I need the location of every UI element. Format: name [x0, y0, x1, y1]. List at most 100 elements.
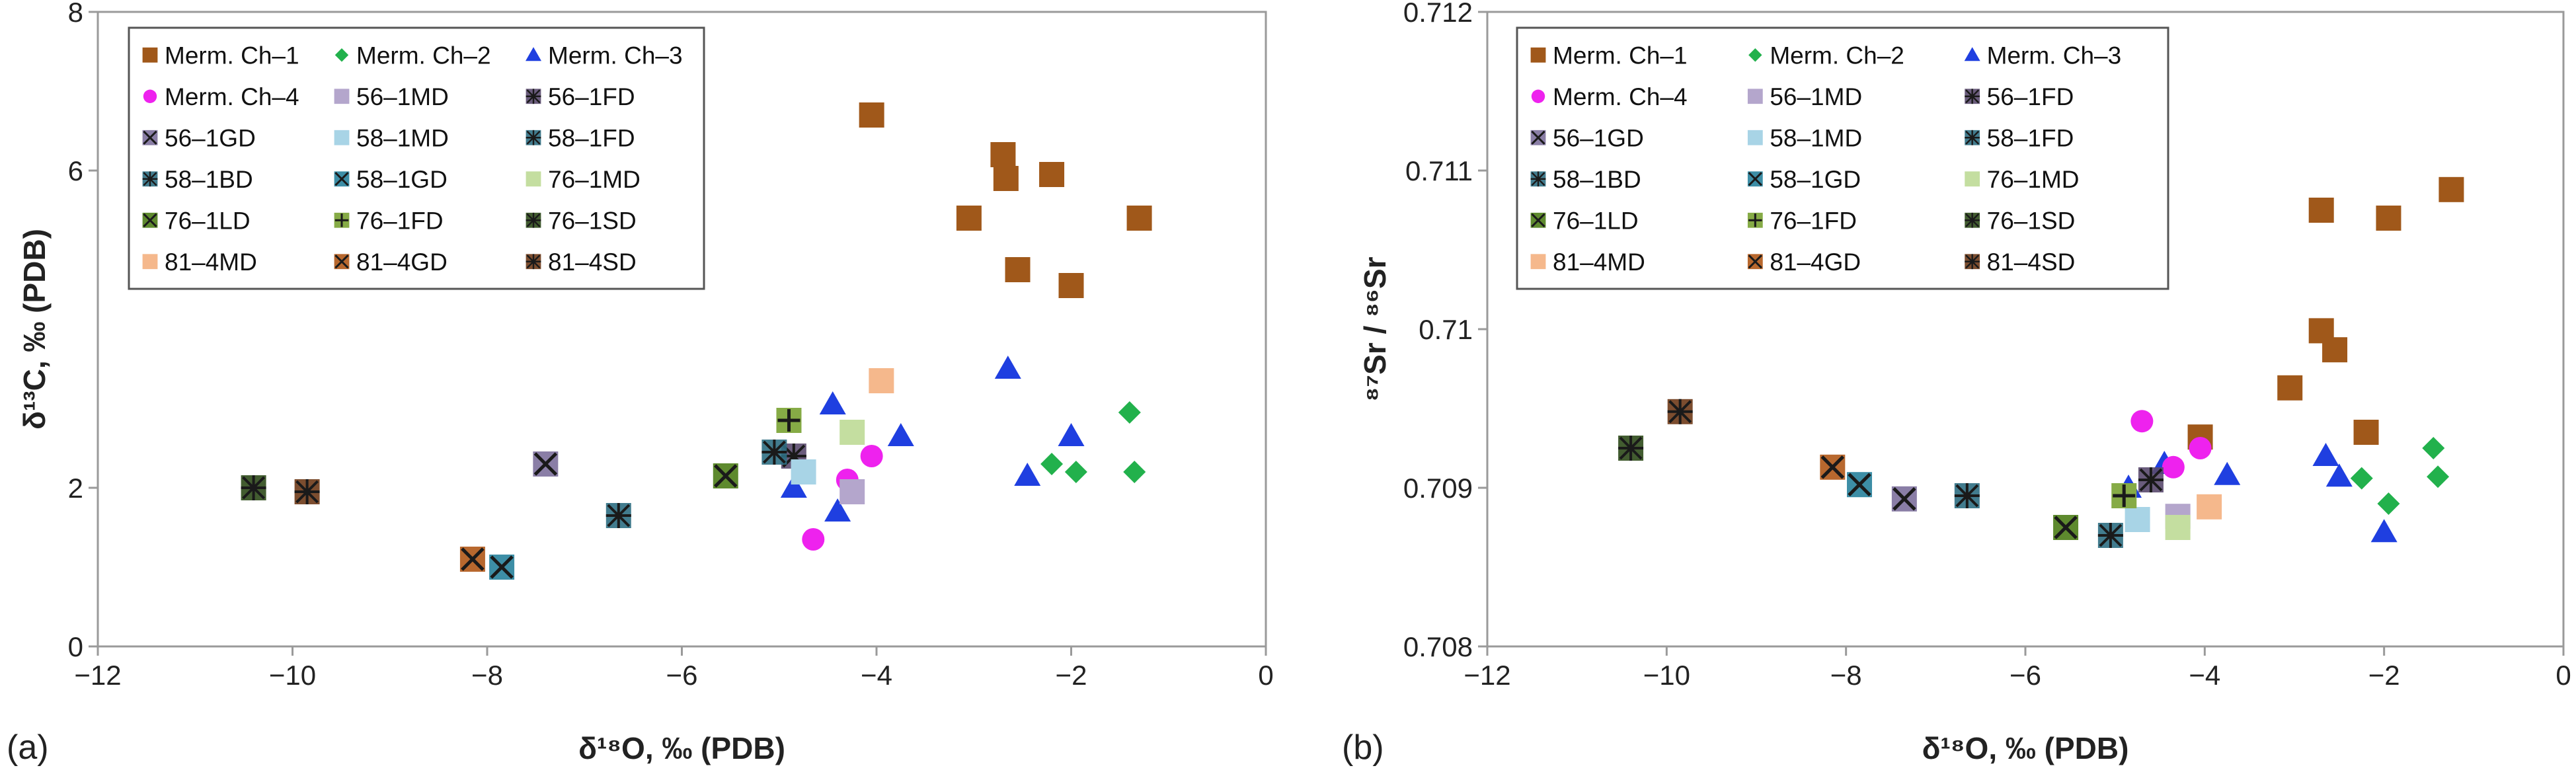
legend-box — [1516, 26, 2169, 290]
point-58-1md — [791, 459, 816, 484]
legend-label: Merm. Ch–3 — [548, 42, 683, 69]
legend-item: 76–1SD — [1965, 207, 2075, 234]
x-tick-label: −2 — [1056, 660, 1087, 691]
legend-marker-56-1md — [1747, 89, 1763, 104]
legend-item: Merm. Ch–3 — [1964, 42, 2122, 69]
panel-label: (a) — [7, 728, 49, 767]
legend-marker-76-1ld — [142, 212, 158, 228]
legend-item: 56–1GD — [1530, 124, 1644, 151]
panel-label: (b) — [1342, 728, 1384, 767]
point-merm-ch-4 — [802, 528, 825, 551]
legend-marker-56-1fd — [1965, 89, 1980, 104]
x-tick-label: −2 — [2368, 660, 2400, 691]
x-tick-label: −10 — [1643, 660, 1690, 691]
point-81-4md — [869, 368, 894, 393]
legend-marker-76-1md — [526, 171, 541, 187]
legend-item: 58–1MD — [334, 124, 449, 151]
point-merm-ch-1 — [2308, 198, 2334, 223]
legend-label: Merm. Ch–4 — [1553, 83, 1688, 110]
x-tick-label: 0 — [2556, 660, 2571, 691]
legend-item: 58–1FD — [526, 124, 635, 151]
point-merm-ch-2 — [1064, 461, 1087, 483]
legend-label: 58–1MD — [1770, 124, 1862, 151]
legend-label: 56–1MD — [356, 83, 449, 110]
point-58-1bd — [605, 503, 631, 528]
legend-marker-81-4gd — [334, 254, 350, 270]
legend-label: 76–1MD — [548, 166, 641, 193]
legend-marker-81-4gd — [1747, 254, 1763, 270]
legend-item: 56–1FD — [1965, 83, 2074, 110]
legend-item: Merm. Ch–1 — [1530, 42, 1688, 69]
legend-marker-58-1bd — [142, 171, 158, 187]
point-merm-ch-1 — [990, 142, 1016, 167]
legend-item: Merm. Ch–4 — [143, 83, 299, 110]
legend-marker-81-4md — [142, 254, 158, 270]
legend-marker-58-1md — [1747, 130, 1763, 145]
point-56-1gd — [533, 451, 559, 477]
legend-item: Merm. Ch–2 — [1748, 42, 1904, 69]
legend-item: 58–1MD — [1747, 124, 1862, 151]
legend-label: 58–1BD — [165, 166, 253, 193]
point-merm-ch-1 — [2322, 337, 2348, 363]
legend-marker-56-1gd — [1530, 130, 1546, 145]
legend-label: 76–1SD — [548, 207, 637, 234]
point-merm-ch-2 — [2350, 467, 2373, 490]
legend-box — [128, 26, 705, 290]
legend-label: Merm. Ch–2 — [1770, 42, 1904, 69]
x-tick-label: −4 — [861, 660, 892, 691]
point-merm-ch-1 — [859, 102, 884, 128]
legend-item: 58–1FD — [1965, 124, 2074, 151]
legend-label: Merm. Ch–3 — [1987, 42, 2122, 69]
point-merm-ch-3 — [780, 475, 807, 498]
point-merm-ch-1 — [1058, 273, 1084, 298]
point-merm-ch-3 — [2370, 519, 2398, 543]
y-tick-label: 6 — [68, 155, 83, 186]
legend-item: 58–1BD — [1530, 166, 1641, 193]
legend-label: Merm. Ch–1 — [165, 42, 299, 69]
legend-marker-81-4sd — [526, 254, 541, 270]
legend-label: 76–1FD — [1770, 207, 1857, 234]
point-81-4sd — [294, 479, 320, 504]
point-76-1md — [839, 420, 865, 445]
legend-marker-58-1md — [334, 130, 350, 145]
point-76-1md — [2165, 515, 2191, 540]
y-tick-label: 0 — [68, 631, 83, 662]
point-merm-ch-3 — [819, 391, 846, 414]
legend-label: 81–4SD — [548, 249, 637, 276]
legend-marker-81-4sd — [1965, 254, 1980, 270]
point-merm-ch-1 — [956, 206, 982, 231]
legend-label: 56–1FD — [1987, 83, 2074, 110]
legend-label: 81–4GD — [356, 249, 448, 276]
legend-label: 76–1MD — [1987, 166, 2080, 193]
point-76-1sd — [241, 475, 266, 500]
point-merm-ch-1 — [2277, 375, 2303, 401]
point-merm-ch-2 — [2427, 465, 2450, 488]
legend-marker-76-1sd — [1965, 212, 1980, 228]
point-56-1md — [839, 479, 865, 504]
legend-marker-81-4md — [1530, 254, 1546, 270]
x-axis-label: δ¹⁸O, ‰ (PDB) — [1922, 731, 2129, 765]
legend-item: 81–4MD — [142, 249, 257, 276]
panel-a: −12 −10 −8 −6 −4 −2 0 0 2 6 8 δ¹⁸O, ‰ (PDB) δ¹³C, ‰ … — [7, 0, 1274, 767]
x-tick-label: 0 — [1258, 660, 1273, 691]
y-tick-label: 2 — [68, 473, 83, 504]
legend-marker-76-1fd — [1747, 212, 1763, 228]
legend-marker-58-1gd — [1747, 171, 1763, 187]
legend-marker-merm-ch-3 — [526, 47, 541, 61]
legend-item: 76–1FD — [1747, 207, 1857, 234]
point-merm-ch-1 — [993, 166, 1019, 191]
legend-marker-56-1gd — [142, 130, 158, 145]
legend-label: 76–1LD — [165, 207, 251, 234]
legend-item: 58–1BD — [142, 166, 253, 193]
x-tick-label: −6 — [666, 660, 698, 691]
legend-label: 76–1FD — [356, 207, 444, 234]
point-merm-ch-2 — [2377, 492, 2400, 515]
point-merm-ch-3 — [1058, 423, 1085, 446]
point-58-1fd — [761, 440, 787, 465]
x-tick-label: −10 — [269, 660, 316, 691]
legend-label: 58–1MD — [356, 124, 449, 151]
legend-label: 76–1LD — [1553, 207, 1639, 234]
point-merm-ch-3 — [887, 423, 914, 446]
legend-item: 76–1FD — [334, 207, 444, 234]
legend-marker-58-1fd — [1965, 130, 1980, 145]
